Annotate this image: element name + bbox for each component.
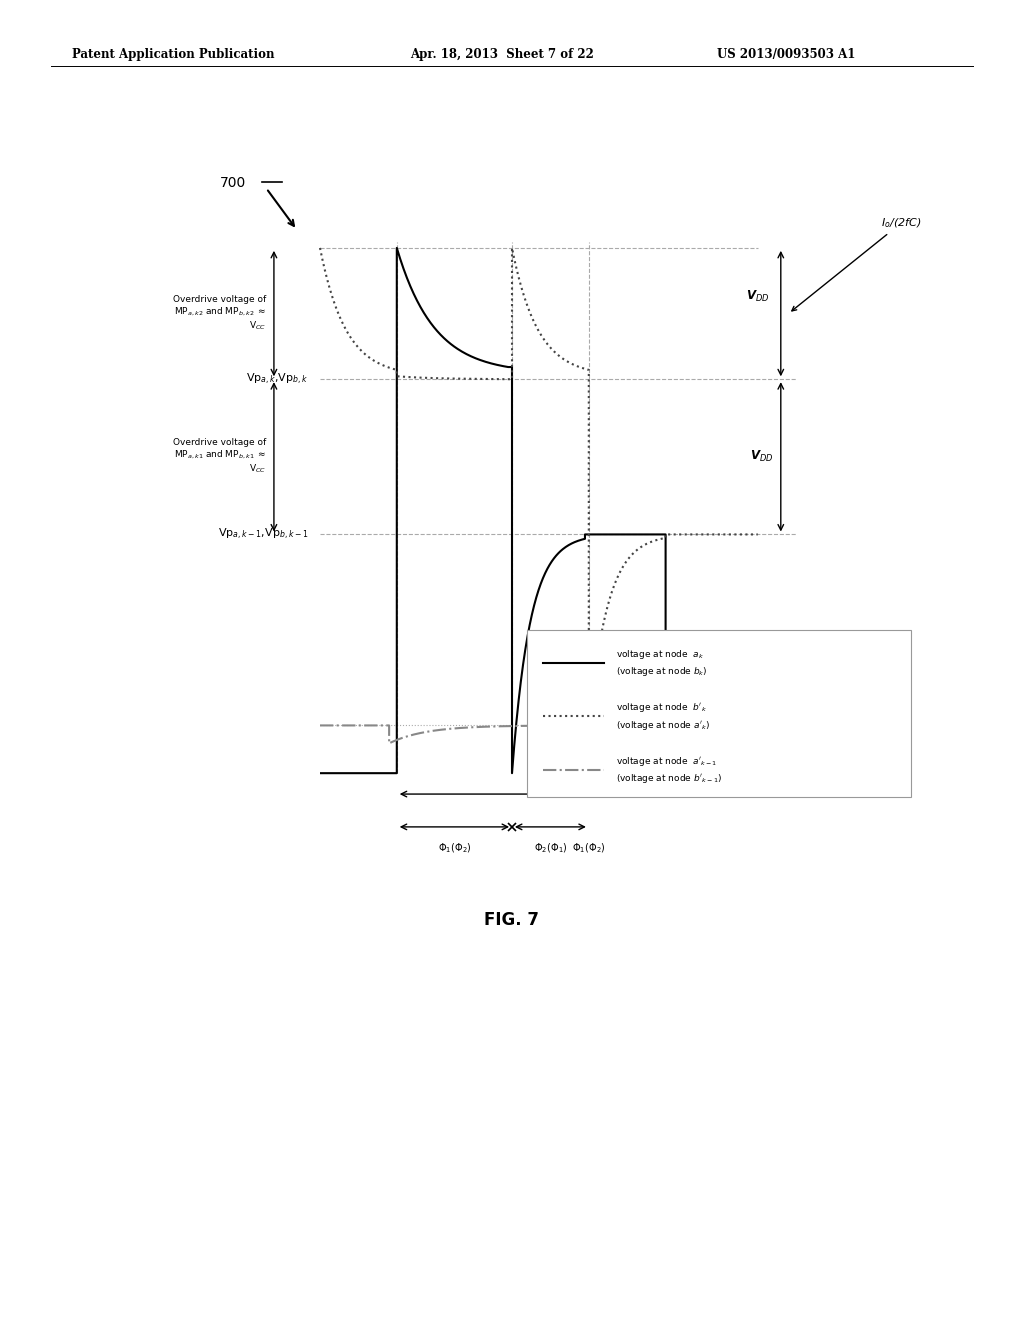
Text: V$_{DD}$: V$_{DD}$ (745, 289, 769, 305)
Text: US 2013/0093503 A1: US 2013/0093503 A1 (717, 48, 855, 61)
Text: Φ$_2$(Φ$_1$): Φ$_2$(Φ$_1$) (534, 842, 567, 855)
Text: V$_{DD}$: V$_{DD}$ (750, 449, 773, 465)
Text: Patent Application Publication: Patent Application Publication (72, 48, 274, 61)
Text: Overdrive voltage of
MP$_{a, k2}$ and MP$_{b, k2}$ $\approx$
V$_{CC}$: Overdrive voltage of MP$_{a, k2}$ and MP… (173, 294, 266, 333)
Text: FIG. 7: FIG. 7 (484, 911, 540, 929)
Text: Vp$_{a,k-1}$,Vp$_{b,k-1}$: Vp$_{a,k-1}$,Vp$_{b,k-1}$ (218, 527, 308, 543)
Text: Apr. 18, 2013  Sheet 7 of 22: Apr. 18, 2013 Sheet 7 of 22 (410, 48, 594, 61)
Text: Φ$_1$(Φ$_2$): Φ$_1$(Φ$_2$) (572, 842, 605, 855)
Text: voltage at node  $a'_{k-1}$
(voltage at node $b'_{k-1}$): voltage at node $a'_{k-1}$ (voltage at n… (615, 755, 722, 785)
Text: Vp$_{a,k}$,Vp$_{b,k}$: Vp$_{a,k}$,Vp$_{b,k}$ (246, 372, 308, 387)
Text: Overdrive voltage of
MP$_{a, k1}$ and MP$_{b, k1}$ $\approx$
V$_{CC}$: Overdrive voltage of MP$_{a, k1}$ and MP… (173, 438, 266, 475)
Text: voltage at node  $a_k$
(voltage at node $b_k$): voltage at node $a_k$ (voltage at node $… (615, 648, 708, 678)
Text: 700: 700 (220, 177, 247, 190)
Text: Φ$_1$(Φ$_2$): Φ$_1$(Φ$_2$) (437, 842, 471, 855)
Text: I$_o$/(2fC): I$_o$/(2fC) (792, 216, 922, 312)
FancyBboxPatch shape (527, 630, 911, 797)
Text: voltage at node  $b'_k$
(voltage at node $a'_k$): voltage at node $b'_k$ (voltage at node … (615, 701, 710, 731)
